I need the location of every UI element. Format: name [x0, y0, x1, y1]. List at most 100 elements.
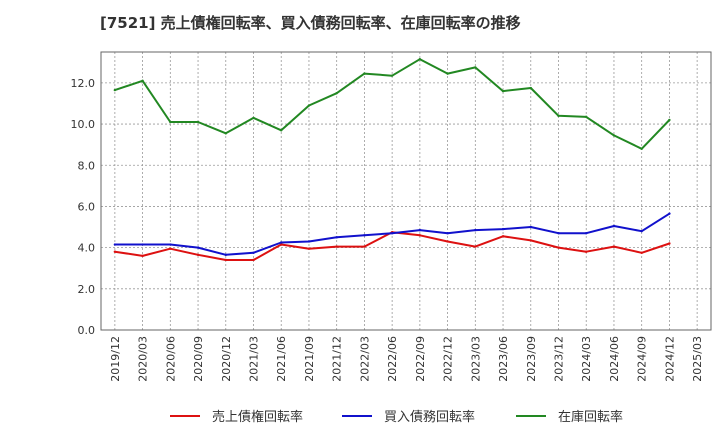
data-point-series-3	[668, 118, 671, 122]
data-point-series-1	[418, 234, 422, 237]
data-point-series-2	[141, 243, 144, 246]
y-tick-label: 12.0	[71, 77, 96, 90]
data-point-series-2	[418, 228, 422, 232]
data-point-series-3	[557, 114, 560, 118]
data-point-series-1	[224, 258, 227, 262]
x-tick-label: 2023/12	[553, 336, 566, 382]
data-point-series-3	[640, 147, 643, 150]
axis-layer: 0.0 2.0 4.0 6.0 8.0 10.0 12.0 2019/12 2020/03 202…	[71, 77, 705, 382]
data-point-series-1	[501, 235, 505, 238]
data-point-series-1	[557, 246, 560, 249]
data-point-series-3	[196, 120, 200, 124]
data-point-series-3	[474, 66, 477, 69]
y-tick-label: 10.0	[71, 118, 96, 131]
data-point-series-2	[335, 236, 338, 239]
data-point-series-1	[141, 254, 144, 258]
legend-label-2: 買入債務回転率	[384, 409, 475, 425]
x-tick-label: 2021/06	[275, 336, 288, 382]
data-point-series-2	[307, 240, 311, 243]
data-point-series-1	[640, 251, 643, 254]
data-point-series-2	[529, 225, 532, 229]
data-point-series-1	[113, 250, 117, 253]
data-point-series-2	[668, 212, 671, 215]
data-point-series-1	[335, 245, 338, 248]
grid-layer	[101, 52, 711, 330]
legend-label-1: 売上債権回転率	[212, 409, 303, 425]
data-point-series-1	[307, 247, 311, 250]
y-tick-label: 6.0	[78, 200, 96, 213]
data-point-series-3	[113, 88, 117, 92]
data-point-series-2	[363, 234, 366, 237]
x-tick-label: 2023/09	[525, 336, 538, 382]
data-point-series-1	[196, 253, 200, 257]
data-point-series-2	[612, 224, 616, 228]
legend-label-3: 在庫回転率	[558, 409, 623, 425]
x-tick-label: 2020/06	[164, 336, 177, 382]
data-point-series-3	[418, 58, 422, 61]
x-tick-label: 2024/03	[580, 336, 593, 382]
data-point-series-1	[252, 258, 255, 262]
data-point-series-2	[169, 243, 172, 246]
x-tick-label: 2023/03	[469, 336, 482, 382]
data-point-series-2	[446, 232, 449, 235]
y-tick-label: 2.0	[78, 283, 96, 296]
x-tick-label: 2025/03	[691, 336, 704, 382]
data-point-series-3	[224, 132, 227, 135]
x-tick-label: 2020/09	[192, 336, 205, 382]
x-tick-label: 2021/03	[248, 336, 261, 382]
x-tick-label: 2024/06	[608, 336, 621, 382]
data-point-series-2	[557, 232, 560, 235]
data-point-series-3	[585, 115, 588, 119]
legend-layer: 売上債権回転率 買入債務回転率 在庫回転率	[170, 409, 623, 425]
series-layer	[113, 58, 671, 262]
data-point-series-2	[280, 241, 283, 244]
x-tick-label: 2022/12	[442, 336, 455, 382]
data-point-series-3	[390, 74, 394, 77]
chart-title: [7521] 売上債権回転率、買入債務回転率、在庫回転率の推移	[100, 14, 521, 32]
x-tick-label: 2021/12	[331, 336, 344, 382]
data-point-series-2	[585, 232, 588, 235]
data-point-series-3	[169, 120, 172, 124]
data-point-series-3	[252, 116, 255, 120]
y-tick-label: 4.0	[78, 242, 96, 255]
data-point-series-1	[280, 243, 283, 246]
data-point-series-1	[585, 250, 588, 253]
x-tick-label: 2024/09	[636, 336, 649, 382]
x-tick-label: 2023/06	[497, 336, 510, 382]
x-tick-label: 2020/03	[137, 336, 150, 382]
x-tick-label: 2022/06	[386, 336, 399, 382]
x-tick-label: 2021/09	[303, 336, 316, 382]
data-point-series-2	[501, 227, 505, 231]
x-tick-label: 2020/12	[220, 336, 233, 382]
y-tick-label: 0.0	[78, 324, 96, 337]
x-tick-label: 2022/09	[414, 336, 427, 382]
data-point-series-3	[335, 91, 338, 95]
data-point-series-3	[363, 72, 366, 75]
x-tick-label: 2022/03	[358, 336, 371, 382]
data-point-series-1	[668, 242, 671, 245]
plot-frame	[100, 51, 712, 331]
y-tick-label: 8.0	[78, 159, 96, 172]
data-point-series-2	[113, 243, 117, 246]
data-point-series-2	[640, 229, 643, 233]
data-point-series-1	[169, 247, 172, 250]
data-point-series-3	[529, 86, 532, 90]
data-point-series-2	[196, 246, 200, 249]
data-point-series-3	[612, 134, 616, 137]
data-point-series-1	[474, 245, 477, 248]
data-point-series-2	[224, 253, 227, 257]
x-tick-label: 2019/12	[109, 336, 122, 382]
data-point-series-3	[280, 129, 283, 132]
data-point-series-2	[474, 228, 477, 232]
data-point-series-3	[446, 72, 449, 75]
data-point-series-1	[363, 245, 366, 248]
data-point-series-2	[390, 232, 394, 235]
x-tick-label: 2024/12	[663, 336, 676, 382]
data-point-series-3	[141, 79, 144, 83]
data-point-series-3	[501, 89, 505, 93]
data-point-series-1	[612, 245, 616, 248]
data-point-series-3	[307, 104, 311, 107]
data-point-series-1	[446, 240, 449, 243]
data-point-series-1	[529, 239, 532, 242]
